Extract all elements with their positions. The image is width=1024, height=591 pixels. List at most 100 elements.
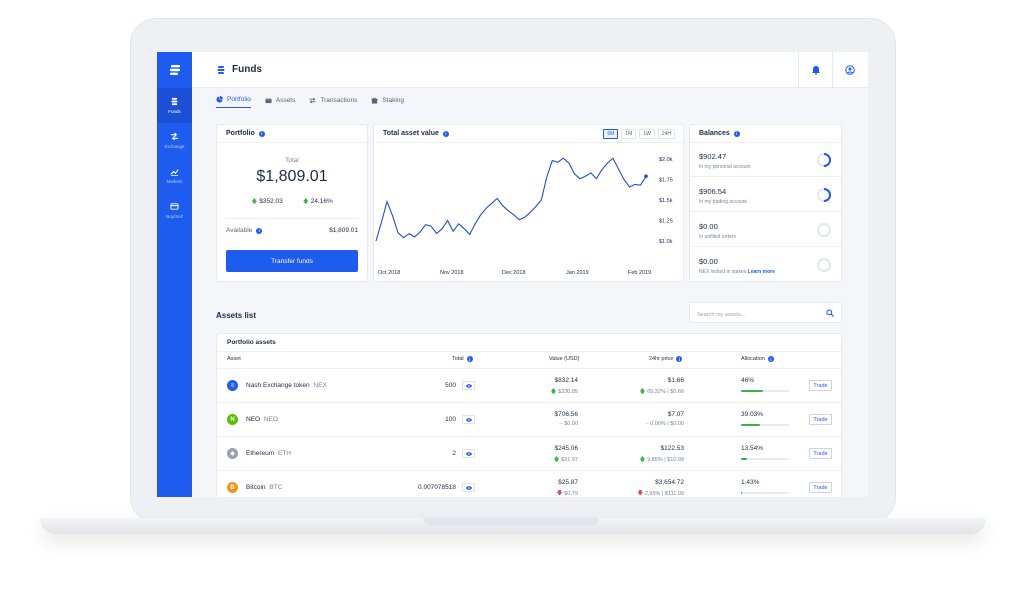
asset-symbol: ETH (278, 450, 291, 457)
info-icon[interactable]: i (442, 130, 449, 137)
asset-price: $122.53 🡅 9.85% | $10.99 (639, 445, 684, 465)
column-header-allocation[interactable]: Allocation i (741, 356, 774, 362)
portfolio-total: $1,809.01 (256, 168, 328, 185)
balance-ring-icon (817, 188, 831, 202)
balance-row: $906.54 In my trading account (690, 178, 841, 212)
range-button-6m[interactable]: 6M (603, 129, 619, 139)
sidebar-item-funds[interactable]: Funds (157, 88, 192, 123)
info-icon[interactable]: i (733, 130, 740, 137)
info-icon[interactable]: i (676, 356, 683, 362)
change-usd-value: $352.03 (259, 198, 283, 205)
x-tick-label: Oct 2018 (378, 270, 400, 276)
notifications-button[interactable] (798, 52, 832, 88)
asset-name: Nash Exchange token NEX (246, 382, 327, 389)
balance-row: $902.47 In my personal account (690, 143, 841, 177)
trade-button[interactable]: Trade (809, 448, 832, 459)
tab-assets[interactable]: Assets (265, 96, 295, 108)
table-row[interactable]: ≡ Nash Exchange token NEX 500 $832.14 🡅 $330… (217, 369, 841, 403)
table-row[interactable]: N NEO NEO 100 $706.56 – $0.00 $7.07 – 0.00% | … (217, 403, 841, 437)
tab-label: Portfolio (227, 96, 251, 103)
allocation-value: 39.03% (741, 411, 764, 418)
divider (226, 218, 358, 219)
allocation-fill (741, 424, 760, 426)
asset-total: 500 (445, 382, 456, 389)
trade-button[interactable]: Trade (809, 414, 832, 425)
view-button[interactable] (462, 415, 475, 424)
tab-label: Staking (382, 96, 405, 104)
info-icon[interactable]: i (466, 356, 473, 362)
y-tick-label: $1.0k (659, 239, 673, 245)
balance-sub: In my trading account (699, 199, 832, 205)
balance-label: In my trading account (699, 199, 747, 205)
nash-logo[interactable] (157, 52, 192, 88)
range-button-1m[interactable]: 1M (621, 129, 637, 139)
value-change: 🡅 $330.85 (550, 387, 578, 397)
transfer-funds-button[interactable]: Transfer funds (226, 250, 358, 272)
allocation-bar (741, 492, 789, 494)
asset-total: 0.007078518 (418, 484, 456, 491)
page-title-text: Funds (232, 64, 262, 75)
available-label: Available (226, 227, 253, 234)
allocation-bar (741, 424, 789, 426)
value-change: 🡇 $0.79 (557, 489, 578, 497)
tab-staking[interactable]: Staking (371, 96, 404, 108)
trade-button[interactable]: Trade (809, 380, 832, 391)
table-row[interactable]: ◆ Ethereum ETH 2 $245.06 🡅 $21.97 $122.53 🡅 9.… (217, 437, 841, 471)
table-row[interactable]: B Bitcoin BTC 0.007078518 $25.87 🡇 $0.79 $3,6… (217, 471, 841, 497)
info-icon[interactable]: i (258, 130, 265, 137)
last-point (644, 174, 648, 179)
asset-name: Bitcoin BTC (246, 484, 282, 491)
series-line (375, 157, 647, 242)
balance-value: $902.47 (699, 152, 727, 161)
coin-icon: ◆ (227, 448, 238, 459)
tab-transactions[interactable]: Transactions (309, 96, 357, 108)
search-input[interactable] (690, 305, 810, 325)
learn-more-link[interactable]: Learn more (747, 269, 775, 275)
balances-card: Balances i $902.47 In my personal account… (689, 124, 842, 282)
asset-total: 2 (452, 450, 456, 457)
arrow-up-icon: 🡅 (251, 199, 258, 205)
value-usd: $706.56 (554, 411, 579, 418)
laptop-base (40, 518, 986, 534)
asset-price: $1.66 🡅 65.32% | $0.66 (639, 377, 684, 397)
column-header-value[interactable]: Value (USD) (549, 356, 579, 362)
column-header-total[interactable]: Total i (452, 356, 473, 362)
sidebar-item-label: Exchange (164, 144, 185, 149)
sidebar-item-buy-sell[interactable]: Buy/Sell (157, 193, 192, 228)
markets-icon (170, 169, 179, 176)
info-icon[interactable]: i (256, 227, 263, 234)
arrow-up-icon: 🡅 (553, 457, 560, 463)
range-button-24h[interactable]: 24H (657, 129, 675, 139)
sidebar-item-markets[interactable]: Markets (157, 158, 192, 193)
eye-icon (465, 417, 472, 422)
balance-sub: In my personal account (699, 164, 832, 170)
price-change: 🡅 9.85% | $10.99 (639, 455, 684, 465)
y-tick-label: $1.5k (659, 198, 673, 204)
total-label: Total (285, 157, 299, 164)
allocation-fill (741, 390, 764, 392)
info-icon[interactable]: i (767, 356, 774, 362)
asset-price: $7.07 – 0.00% | $0.00 (646, 411, 684, 427)
trade-button[interactable]: Trade (809, 482, 832, 493)
sidebar-item-exchange[interactable]: Exchange (157, 123, 192, 158)
view-button[interactable] (462, 483, 475, 492)
funds-icon (171, 97, 178, 106)
column-header-asset[interactable]: Asset (227, 356, 241, 362)
value-usd: $245.06 (554, 445, 579, 452)
column-header-price[interactable]: 24hr price i (649, 356, 683, 362)
price-usd: $7.07 (667, 411, 684, 418)
range-button-1w[interactable]: 1W (639, 129, 655, 139)
view-button[interactable] (462, 381, 475, 390)
balance-label: In unfilled orders (699, 234, 736, 240)
pie-icon (216, 96, 223, 103)
view-button[interactable] (462, 449, 475, 458)
asset-name: Ethereum ETH (246, 450, 291, 457)
account-button[interactable] (832, 52, 866, 88)
coin-icon: ≡ (227, 380, 238, 391)
sidebar-item-label: Buy/Sell (166, 214, 183, 219)
tab-portfolio[interactable]: Portfolio (216, 96, 251, 108)
gift-icon (371, 97, 378, 104)
search-icon[interactable] (826, 309, 834, 317)
flat-icon: – (645, 421, 649, 427)
card-header: Total asset value i (374, 125, 683, 143)
